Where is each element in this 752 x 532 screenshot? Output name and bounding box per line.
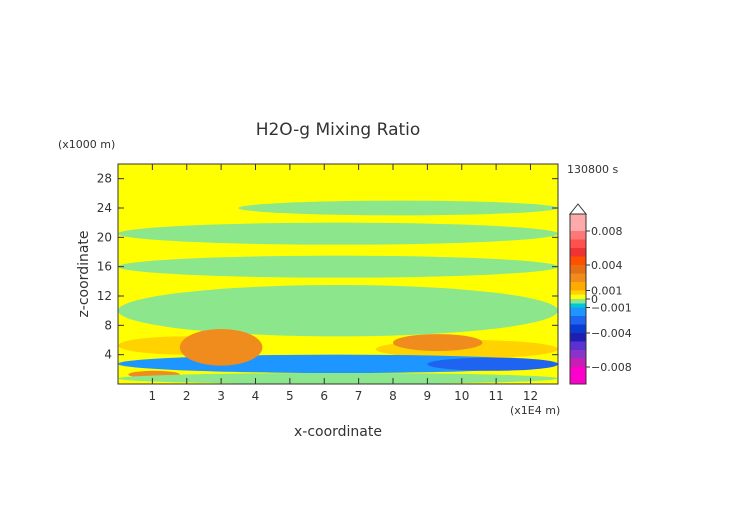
y-tick-label: 8 [104, 318, 112, 332]
x-tick-label: 9 [424, 389, 432, 403]
colorbar-tick-label: 0 [591, 293, 598, 306]
field-region [118, 285, 558, 337]
y-unit-label: (x1000 m) [58, 138, 115, 151]
colorbar-segment [570, 273, 586, 282]
colorbar-tick-label: 0.008 [591, 225, 623, 238]
colorbar-segment [570, 299, 586, 304]
field-region [118, 222, 558, 245]
x-tick-label: 7 [355, 389, 363, 403]
field-region [118, 373, 558, 384]
field-layer [118, 200, 558, 384]
x-tick-label: 1 [149, 389, 157, 403]
y-tick-label: 28 [97, 172, 112, 186]
colorbar-segment [570, 239, 586, 248]
colorbar-segment [570, 316, 586, 325]
chart-title: H2O-g Mixing Ratio [256, 120, 421, 140]
colorbar-tick-label: −0.008 [591, 361, 632, 374]
colorbar-segment [570, 265, 586, 274]
colorbar-segment [570, 324, 586, 333]
x-tick-label: 11 [488, 389, 503, 403]
x-tick-label: 5 [286, 389, 294, 403]
field-region [238, 200, 558, 216]
plot-frame [117, 163, 559, 385]
colorbar-tick-label: 0.001 [591, 285, 623, 298]
x-tick-label: 2 [183, 389, 191, 403]
colorbar-extend-arrow [568, 203, 588, 215]
colorbar-segment [570, 282, 586, 291]
y-tick-label: 16 [97, 260, 112, 274]
x-tick-label: 10 [454, 389, 469, 403]
x-axis: 1 2 3 4 5 6 7 8 9 10 11 12 [149, 164, 538, 403]
colorbar-segment [570, 248, 586, 257]
colorbar-segment [570, 358, 586, 367]
x-tick-label: 3 [217, 389, 225, 403]
field-region [118, 255, 558, 278]
x-tick-label: 6 [320, 389, 328, 403]
colorbar-segment [570, 333, 586, 342]
x-unit-label: (x1E4 m) [510, 404, 560, 417]
x-tick-label: 4 [252, 389, 260, 403]
colorbar-tick-label: 0.004 [591, 259, 623, 272]
y-tick-label: 20 [97, 230, 112, 244]
y-tick-label: 12 [97, 289, 112, 303]
colorbar-segment [570, 350, 586, 359]
field-region [427, 357, 558, 371]
time-label: 130800 s [567, 163, 618, 176]
colorbar-tick-label: −0.004 [591, 327, 632, 340]
colorbar-segment [570, 214, 586, 231]
x-axis-label: x-coordinate [294, 424, 382, 440]
colorbar-segment [570, 367, 586, 384]
colorbar-segment [570, 290, 586, 295]
y-tick-label: 24 [97, 201, 112, 215]
colorbar-tick-label: −0.001 [591, 302, 632, 315]
colorbar-segment [570, 256, 586, 265]
colorbar-segment [570, 341, 586, 350]
y-axis: 4 8 12 16 20 24 28 [97, 172, 558, 362]
y-tick-label: 4 [104, 348, 112, 362]
colorbar-segment [570, 307, 586, 316]
y-axis-label: z-coordinate [76, 230, 92, 317]
field-region [179, 329, 263, 366]
colorbar-segment [570, 231, 586, 240]
field-region [393, 334, 483, 352]
colorbar-segment [570, 303, 586, 308]
x-tick-label: 12 [523, 389, 538, 403]
colorbar-segment [570, 294, 586, 299]
x-tick-label: 8 [389, 389, 397, 403]
